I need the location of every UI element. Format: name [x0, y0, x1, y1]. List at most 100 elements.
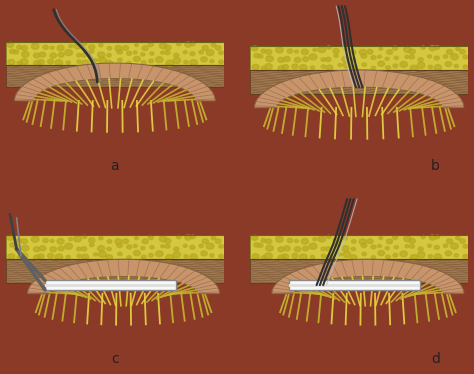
Text: a: a — [110, 159, 119, 173]
Circle shape — [37, 59, 44, 65]
Bar — [250, 235, 468, 259]
Circle shape — [166, 255, 173, 261]
Circle shape — [410, 255, 418, 261]
Circle shape — [37, 254, 44, 259]
Circle shape — [173, 58, 181, 64]
Circle shape — [278, 255, 285, 260]
Circle shape — [410, 55, 414, 59]
Circle shape — [191, 42, 195, 46]
Circle shape — [89, 45, 95, 50]
Circle shape — [428, 65, 432, 69]
Bar — [6, 259, 224, 283]
Circle shape — [50, 46, 54, 49]
Circle shape — [338, 64, 342, 67]
Circle shape — [350, 255, 357, 260]
Circle shape — [443, 244, 448, 248]
Circle shape — [8, 59, 15, 65]
Circle shape — [313, 237, 317, 241]
Circle shape — [82, 254, 89, 260]
Circle shape — [278, 65, 285, 71]
Circle shape — [294, 57, 301, 62]
Circle shape — [454, 254, 458, 257]
Circle shape — [418, 252, 425, 258]
Circle shape — [409, 49, 415, 54]
Circle shape — [435, 46, 439, 49]
Circle shape — [302, 246, 309, 251]
Circle shape — [183, 51, 187, 54]
Circle shape — [321, 247, 326, 251]
Circle shape — [159, 236, 167, 242]
Circle shape — [378, 55, 382, 58]
Circle shape — [106, 60, 112, 66]
Circle shape — [98, 246, 105, 251]
Circle shape — [66, 255, 70, 259]
Circle shape — [385, 246, 389, 250]
Circle shape — [361, 53, 367, 58]
Circle shape — [117, 49, 122, 54]
Circle shape — [161, 245, 164, 248]
Circle shape — [47, 254, 54, 258]
Circle shape — [166, 60, 173, 66]
Bar — [250, 259, 468, 283]
Circle shape — [456, 47, 460, 50]
Circle shape — [149, 253, 154, 257]
Circle shape — [463, 245, 468, 248]
Circle shape — [321, 254, 326, 258]
Circle shape — [57, 45, 64, 51]
Circle shape — [418, 62, 425, 68]
Circle shape — [405, 245, 409, 248]
Circle shape — [123, 46, 128, 50]
Circle shape — [318, 46, 326, 53]
Circle shape — [342, 56, 349, 62]
Circle shape — [343, 47, 347, 50]
Circle shape — [81, 247, 87, 251]
Circle shape — [300, 65, 307, 71]
Circle shape — [82, 60, 89, 65]
Circle shape — [141, 53, 145, 56]
Circle shape — [318, 236, 326, 242]
Circle shape — [177, 235, 181, 239]
Circle shape — [287, 49, 292, 53]
Circle shape — [310, 66, 315, 69]
Circle shape — [164, 238, 171, 243]
Circle shape — [447, 49, 453, 54]
Circle shape — [362, 252, 366, 256]
Circle shape — [385, 57, 389, 61]
Circle shape — [261, 238, 266, 242]
Circle shape — [89, 238, 95, 243]
Circle shape — [252, 254, 259, 259]
Circle shape — [142, 239, 148, 244]
Circle shape — [199, 244, 203, 248]
Bar — [45, 280, 176, 290]
Circle shape — [13, 50, 18, 54]
Circle shape — [261, 66, 266, 70]
Circle shape — [393, 64, 398, 68]
Circle shape — [127, 255, 131, 259]
Circle shape — [258, 54, 263, 58]
Circle shape — [77, 53, 81, 57]
Circle shape — [301, 239, 309, 244]
Circle shape — [127, 51, 132, 55]
Circle shape — [93, 59, 98, 62]
Circle shape — [343, 62, 351, 68]
Circle shape — [418, 58, 423, 62]
Polygon shape — [14, 63, 215, 101]
Circle shape — [141, 255, 146, 259]
Circle shape — [445, 62, 452, 67]
Circle shape — [58, 52, 64, 57]
Circle shape — [265, 64, 273, 70]
Circle shape — [93, 253, 98, 256]
Circle shape — [190, 52, 195, 56]
Circle shape — [55, 59, 63, 65]
Circle shape — [73, 43, 82, 49]
Circle shape — [300, 254, 307, 260]
Circle shape — [378, 61, 384, 67]
Circle shape — [404, 46, 411, 52]
Circle shape — [9, 243, 15, 247]
Circle shape — [429, 235, 436, 240]
Circle shape — [191, 235, 195, 239]
Circle shape — [115, 46, 122, 51]
Circle shape — [386, 239, 392, 244]
Text: b: b — [431, 159, 440, 173]
Circle shape — [258, 243, 263, 248]
